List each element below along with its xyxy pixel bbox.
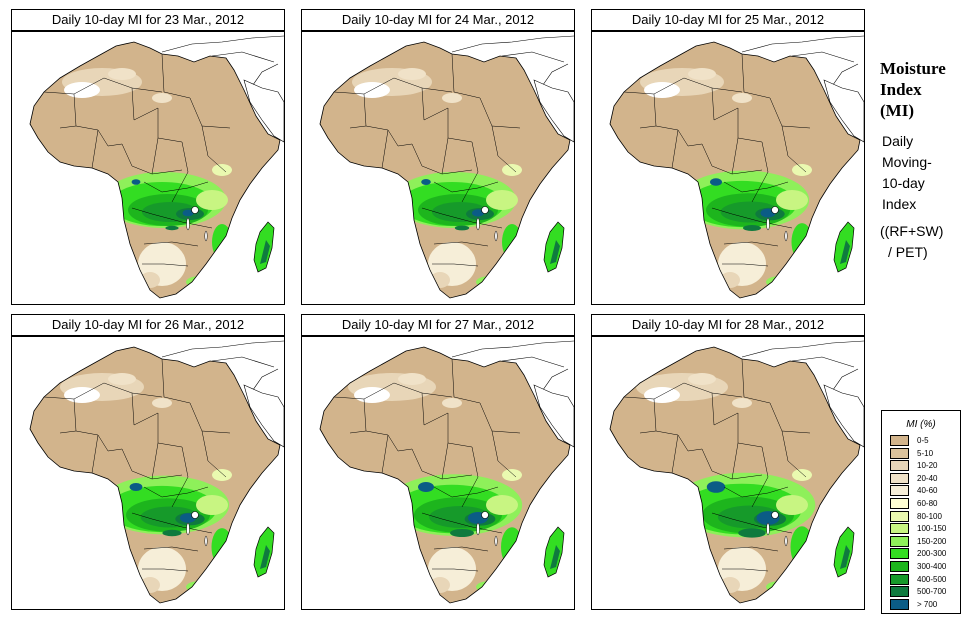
legend-swatch [890, 498, 909, 509]
africa-map-svg [29, 35, 284, 299]
panel-title: Daily 10-day MI for 26 Mar., 2012 [11, 314, 285, 336]
side-desc-line: 10-day [882, 175, 925, 191]
legend-label: 20-40 [917, 473, 938, 483]
side-desc-line: Moving- [882, 154, 932, 170]
map-panel-mar-25: Daily 10-day MI for 25 Mar., 2012 [591, 9, 865, 305]
legend-label: 10-20 [917, 461, 938, 471]
map-panel-mar-23: Daily 10-day MI for 23 Mar., 2012 [11, 9, 285, 305]
africa-map-svg [29, 340, 284, 604]
mi-legend: MI (%) 0-5 5-10 10-20 20-40 40-60 60-80 80-100… [881, 410, 961, 614]
legend-swatch [890, 510, 909, 522]
legend-label: 5-10 [917, 448, 934, 458]
legend-swatch [890, 523, 909, 535]
legend-label: 400-500 [917, 574, 947, 584]
panel-title: Daily 10-day MI for 23 Mar., 2012 [11, 9, 285, 31]
panel-title: Daily 10-day MI for 25 Mar., 2012 [591, 9, 865, 31]
legend-title: MI (%) [906, 419, 936, 430]
formula-line: / PET) [888, 244, 928, 260]
legend-swatch [890, 435, 909, 446]
africa-map-svg [319, 35, 574, 299]
legend-label: 60-80 [917, 499, 938, 508]
panel-title: Daily 10-day MI for 28 Mar., 2012 [591, 314, 865, 336]
panel-title: Daily 10-day MI for 24 Mar., 2012 [301, 9, 575, 31]
legend-swatch [890, 460, 909, 472]
map-panel-mar-24: Daily 10-day MI for 24 Mar., 2012 [301, 9, 575, 305]
legend-swatch [890, 447, 909, 459]
legend-label: > 700 [917, 599, 938, 609]
side-description: Daily Moving- 10-day Index [882, 131, 972, 215]
legend-swatch [890, 548, 909, 560]
africa-map [11, 336, 285, 610]
legend-swatch [890, 573, 909, 585]
legend-label: 300-400 [917, 562, 947, 571]
africa-map-svg [319, 340, 574, 604]
side-title: Moisture Index (MI) [880, 58, 970, 121]
side-formula: ((RF+SW) / PET) [880, 221, 972, 263]
map-panel-mar-26: Daily 10-day MI for 26 Mar., 2012 [11, 314, 285, 610]
side-desc-line: Index [882, 196, 917, 212]
legend-swatch [890, 535, 909, 547]
legend-label: 500-700 [917, 587, 947, 597]
africa-map-svg [609, 340, 864, 604]
africa-map [301, 336, 575, 610]
africa-map-svg [609, 35, 864, 299]
legend-swatch [890, 485, 909, 497]
legend-swatch [890, 586, 909, 598]
legend-label: 40-60 [917, 486, 938, 496]
map-panel-mar-28: Daily 10-day MI for 28 Mar., 2012 [591, 314, 865, 610]
africa-map [591, 336, 865, 610]
legend-label: 200-300 [917, 549, 947, 559]
map-panel-mar-27: Daily 10-day MI for 27 Mar., 2012 [301, 314, 575, 610]
legend-label: 0-5 [917, 436, 929, 445]
side-desc-line: Daily [882, 133, 914, 149]
legend-swatch [890, 598, 909, 610]
legend-label: 100-150 [917, 524, 947, 534]
panel-title: Daily 10-day MI for 27 Mar., 2012 [301, 314, 575, 336]
side-title-line: Moisture [880, 59, 946, 78]
side-title-line: Index [880, 80, 922, 99]
legend-label: 80-100 [917, 511, 942, 521]
africa-map [11, 31, 285, 305]
africa-map [591, 31, 865, 305]
side-title-line: (MI) [880, 101, 914, 120]
legend-swatch [890, 472, 909, 484]
africa-map [301, 31, 575, 305]
legend-label: 150-200 [917, 536, 947, 546]
legend-swatch [890, 561, 909, 572]
formula-line: ((RF+SW) [880, 223, 944, 239]
